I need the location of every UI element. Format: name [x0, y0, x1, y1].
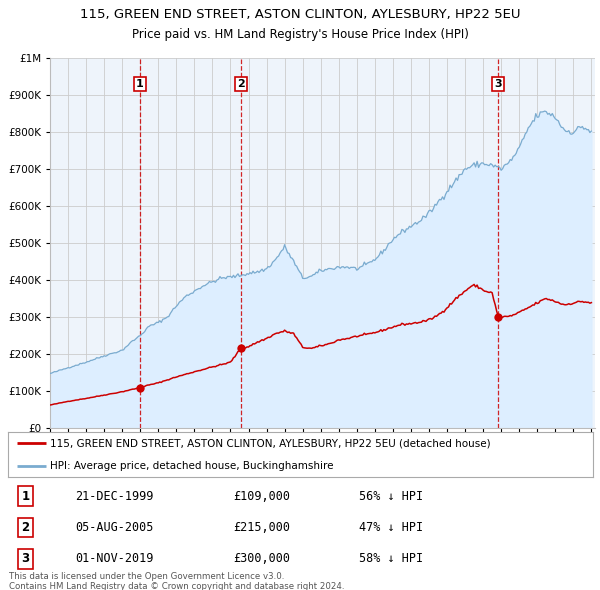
Text: Contains HM Land Registry data © Crown copyright and database right 2024.: Contains HM Land Registry data © Crown c…: [9, 582, 344, 590]
Text: Price paid vs. HM Land Registry's House Price Index (HPI): Price paid vs. HM Land Registry's House …: [131, 28, 469, 41]
Text: 1: 1: [136, 79, 143, 89]
Text: 21-DEC-1999: 21-DEC-1999: [75, 490, 154, 503]
Text: This data is licensed under the Open Government Licence v3.0.: This data is licensed under the Open Gov…: [9, 572, 284, 581]
Text: 2: 2: [237, 79, 245, 89]
Text: 56% ↓ HPI: 56% ↓ HPI: [359, 490, 423, 503]
Text: 2: 2: [22, 521, 29, 534]
Text: £109,000: £109,000: [233, 490, 290, 503]
Text: 01-NOV-2019: 01-NOV-2019: [75, 552, 154, 565]
Text: £300,000: £300,000: [233, 552, 290, 565]
Text: 58% ↓ HPI: 58% ↓ HPI: [359, 552, 423, 565]
Text: HPI: Average price, detached house, Buckinghamshire: HPI: Average price, detached house, Buck…: [50, 461, 334, 471]
Text: 47% ↓ HPI: 47% ↓ HPI: [359, 521, 423, 534]
Text: 115, GREEN END STREET, ASTON CLINTON, AYLESBURY, HP22 5EU: 115, GREEN END STREET, ASTON CLINTON, AY…: [80, 8, 520, 21]
Text: 05-AUG-2005: 05-AUG-2005: [75, 521, 154, 534]
Text: 3: 3: [22, 552, 29, 565]
Text: 1: 1: [22, 490, 29, 503]
Text: £215,000: £215,000: [233, 521, 290, 534]
Text: 3: 3: [494, 79, 502, 89]
Text: 115, GREEN END STREET, ASTON CLINTON, AYLESBURY, HP22 5EU (detached house): 115, GREEN END STREET, ASTON CLINTON, AY…: [50, 438, 491, 448]
